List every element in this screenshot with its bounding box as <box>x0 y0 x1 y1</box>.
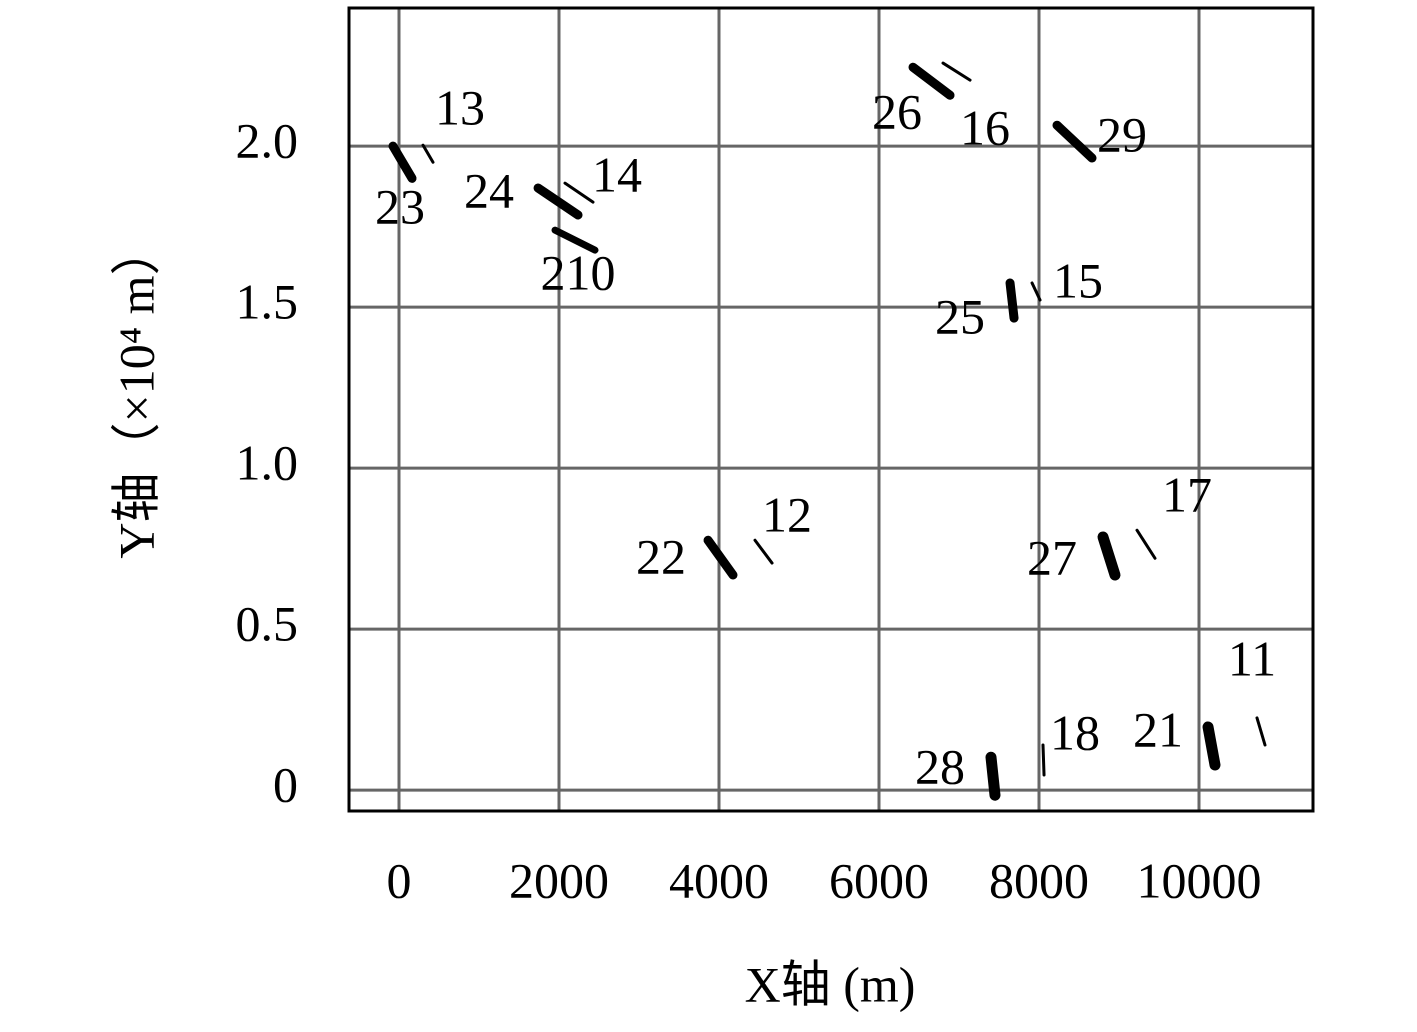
x-tick-label: 8000 <box>989 852 1089 908</box>
track-label: 26 <box>872 84 922 140</box>
track-label: 21 <box>1133 701 1183 757</box>
track-label: 17 <box>1162 467 1212 523</box>
y-tick-label: 1.0 <box>236 435 299 491</box>
track-label: 13 <box>435 80 485 136</box>
x-tick-label: 6000 <box>829 852 929 908</box>
track <box>563 181 595 204</box>
track-label: 28 <box>915 739 965 795</box>
track <box>388 141 417 183</box>
x-tick-label: 10000 <box>1137 852 1262 908</box>
track <box>908 62 955 100</box>
track-label: 210 <box>541 245 616 301</box>
track-label: 11 <box>1228 630 1276 686</box>
plot-frame <box>347 6 1315 813</box>
track-label: 29 <box>1097 107 1147 163</box>
x-axis-label: X轴 (m) <box>745 956 916 1012</box>
track-label: 22 <box>636 529 686 585</box>
track <box>421 143 435 164</box>
track-label: 23 <box>375 179 425 235</box>
track-label: 18 <box>1050 704 1100 760</box>
track-label: 15 <box>1053 252 1103 308</box>
track <box>1202 721 1221 771</box>
track-label: 16 <box>960 100 1010 156</box>
track <box>1255 716 1267 747</box>
y-tick-label: 1.5 <box>236 274 299 330</box>
track <box>703 535 738 580</box>
track <box>1052 120 1097 163</box>
y-tick-label: 2.0 <box>236 113 299 169</box>
track <box>1005 278 1019 323</box>
x-tick-label: 4000 <box>669 852 769 908</box>
track-label: 12 <box>762 487 812 543</box>
track <box>753 538 774 565</box>
track-label: 14 <box>592 147 642 203</box>
y-tick-label: 0 <box>273 757 298 813</box>
track <box>1135 528 1157 560</box>
track-label: 25 <box>935 288 985 344</box>
track <box>533 183 583 220</box>
track <box>551 226 599 254</box>
track-label: 27 <box>1027 529 1077 585</box>
track <box>985 751 1001 801</box>
track-label: 24 <box>464 162 514 218</box>
x-tick-label: 0 <box>387 852 412 908</box>
track <box>1030 281 1042 302</box>
x-tick-label: 2000 <box>509 852 609 908</box>
track <box>1041 743 1046 777</box>
track <box>1097 531 1121 581</box>
track <box>941 61 972 82</box>
y-tick-label: 0.5 <box>236 596 299 652</box>
y-axis-label: Y轴（×10⁴ m） <box>108 225 164 558</box>
